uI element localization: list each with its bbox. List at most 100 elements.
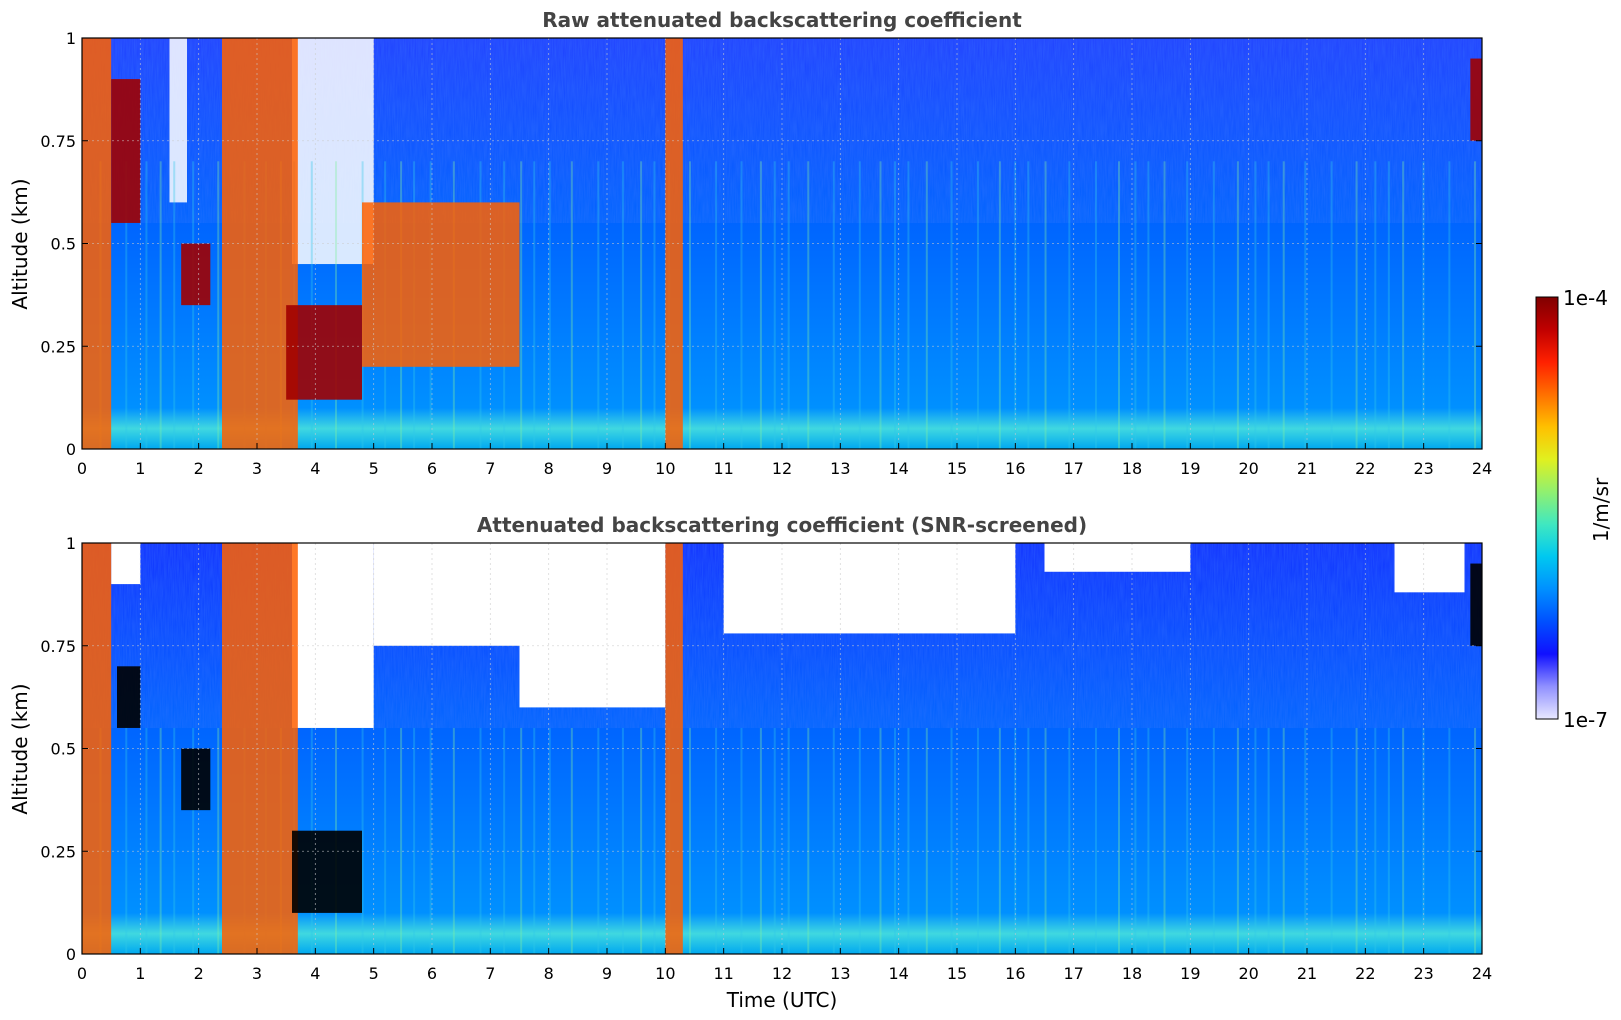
signal-streak [1448, 161, 1451, 449]
signal-streak [1027, 727, 1030, 954]
signal-streak [192, 727, 195, 954]
signal-streak [217, 161, 220, 449]
signal-streak [384, 727, 387, 954]
signal-streak [1254, 727, 1257, 954]
signal-streak [173, 161, 176, 449]
x-tick-label: 16 [1005, 459, 1025, 478]
signal-streak [773, 727, 776, 954]
x-tick-label: 17 [1063, 964, 1083, 983]
x-tick-label: 2 [194, 964, 204, 983]
raw-backscatter-panel: Raw attenuated backscattering coefficien… [8, 8, 1492, 478]
y-tick-label: 1 [66, 534, 76, 553]
x-tick-label: 14 [888, 964, 908, 983]
signal-streak [125, 161, 128, 449]
x-tick-label: 23 [1413, 459, 1433, 478]
signal-streak [1068, 727, 1071, 954]
signal-streak [1186, 727, 1189, 954]
signal-streak [1267, 161, 1270, 449]
signal-streak [570, 727, 573, 954]
x-tick-label: 11 [713, 964, 733, 983]
signal-streak [998, 727, 1001, 954]
x-tick-label: 13 [830, 459, 850, 478]
signal-streak [429, 727, 432, 954]
signal-streak [1134, 727, 1137, 954]
screened-mask [111, 543, 141, 585]
signal-streak [413, 727, 416, 954]
signal-streak [787, 161, 790, 449]
signal-streak [740, 161, 743, 449]
x-tick-label: 22 [1355, 964, 1375, 983]
signal-streak [879, 161, 882, 449]
x-axis: 0 1 2 3 4 5 6 7 8 9 10 11 12 13 14 15 16 17 18 19 20 21 22 23 24 [77, 443, 1492, 478]
x-tick-label: 5 [369, 459, 379, 478]
signal-streak [548, 161, 551, 449]
signal-streak [173, 727, 176, 954]
grid [82, 38, 1482, 449]
x-tick-label: 11 [713, 459, 733, 478]
signal-streak [858, 161, 861, 449]
x-tick-label: 14 [888, 459, 908, 478]
clear-sky-area [169, 38, 187, 203]
signal-streak [759, 161, 762, 449]
x-tick-label: 22 [1355, 459, 1375, 478]
x-tick-label: 6 [427, 459, 437, 478]
signal-streak [653, 161, 656, 449]
signal-streak [1068, 161, 1071, 449]
signal-streak [361, 727, 364, 954]
clear-sky-area [292, 38, 374, 265]
x-tick-label: 9 [602, 964, 612, 983]
signal-streak [907, 161, 910, 449]
y-axis: 0 0.25 0.5 0.75 1 [40, 534, 1482, 964]
y-tick-label: 0.25 [40, 337, 76, 356]
signal-streak [597, 161, 600, 449]
signal-streak [1448, 727, 1451, 954]
y-tick-label: 0.5 [51, 235, 76, 254]
panel-title: Attenuated backscattering coefficient (S… [477, 513, 1087, 537]
screened-mask [519, 543, 666, 708]
signal-streak [1330, 161, 1333, 449]
signal-streak [740, 727, 743, 954]
x-tick-label: 10 [655, 459, 675, 478]
signal-streak [1236, 161, 1239, 449]
signal-streak [1355, 727, 1358, 954]
signal-streak [479, 727, 482, 954]
signal-streak [520, 161, 523, 449]
screened-mask [1394, 543, 1465, 593]
x-tick-label: 0 [77, 964, 87, 983]
x-tick-label: 5 [369, 964, 379, 983]
signal-streak [879, 727, 882, 954]
x-tick-label: 12 [772, 964, 792, 983]
signal-streak [715, 727, 718, 954]
screened-mask [373, 543, 520, 646]
x-tick-label: 15 [947, 964, 967, 983]
signal-streak [1387, 727, 1390, 954]
x-tick-label: 20 [1238, 459, 1258, 478]
screened-mask [292, 543, 374, 728]
heatmap-area [82, 543, 1482, 954]
backscatter-region [222, 38, 298, 449]
signal-streak [894, 161, 897, 449]
signal-streak [1254, 161, 1257, 449]
x-tick-label: 0 [77, 459, 87, 478]
signal-streak [125, 727, 128, 954]
signal-streak [1330, 727, 1333, 954]
signal-streak [1422, 727, 1425, 954]
backscatter-region [1470, 563, 1482, 646]
signal-streak [1163, 161, 1166, 449]
signal-streak [1212, 727, 1215, 954]
x-tick-label: 13 [830, 964, 850, 983]
signal-streak [832, 727, 835, 954]
signal-streak [159, 727, 162, 954]
x-tick-label: 8 [544, 459, 554, 478]
x-tick-label: 3 [252, 459, 262, 478]
signal-streak [1374, 161, 1377, 449]
x-tick-label: 19 [1180, 459, 1200, 478]
signal-streak [773, 161, 776, 449]
signal-streak [1186, 161, 1189, 449]
signal-streak [950, 161, 953, 449]
x-tick-label: 16 [1005, 964, 1025, 983]
signal-streak [533, 727, 536, 954]
signal-streak [715, 161, 718, 449]
signal-streak [640, 161, 643, 449]
